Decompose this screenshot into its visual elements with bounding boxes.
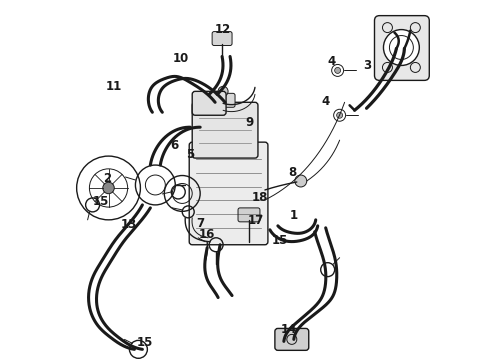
FancyBboxPatch shape xyxy=(192,91,226,115)
Text: 15: 15 xyxy=(272,234,288,247)
Text: 3: 3 xyxy=(363,59,371,72)
FancyBboxPatch shape xyxy=(211,93,235,107)
Text: 10: 10 xyxy=(172,51,189,64)
Text: 18: 18 xyxy=(251,192,268,204)
Text: 7: 7 xyxy=(196,216,204,230)
Text: 8: 8 xyxy=(289,166,297,179)
Text: 16: 16 xyxy=(199,228,215,241)
Text: 4: 4 xyxy=(328,55,336,68)
FancyBboxPatch shape xyxy=(275,328,309,350)
Text: 4: 4 xyxy=(321,95,330,108)
Text: 14: 14 xyxy=(281,323,297,336)
FancyBboxPatch shape xyxy=(192,102,258,158)
Text: 15: 15 xyxy=(137,336,153,348)
Circle shape xyxy=(337,112,343,118)
FancyBboxPatch shape xyxy=(212,32,232,45)
Circle shape xyxy=(384,30,419,66)
FancyBboxPatch shape xyxy=(374,15,429,80)
Circle shape xyxy=(103,182,114,194)
Text: 9: 9 xyxy=(246,116,254,129)
Circle shape xyxy=(295,175,307,187)
Text: 2: 2 xyxy=(103,172,111,185)
FancyBboxPatch shape xyxy=(238,208,260,222)
Circle shape xyxy=(335,67,341,73)
Text: 13: 13 xyxy=(121,218,137,231)
Text: 11: 11 xyxy=(106,80,122,93)
Text: 17: 17 xyxy=(247,214,264,227)
Text: 1: 1 xyxy=(290,210,298,222)
FancyBboxPatch shape xyxy=(189,142,268,245)
Text: 6: 6 xyxy=(170,139,178,152)
Circle shape xyxy=(218,86,228,96)
Text: 12: 12 xyxy=(215,23,231,36)
Text: 15: 15 xyxy=(92,195,109,208)
Text: 5: 5 xyxy=(186,148,195,161)
